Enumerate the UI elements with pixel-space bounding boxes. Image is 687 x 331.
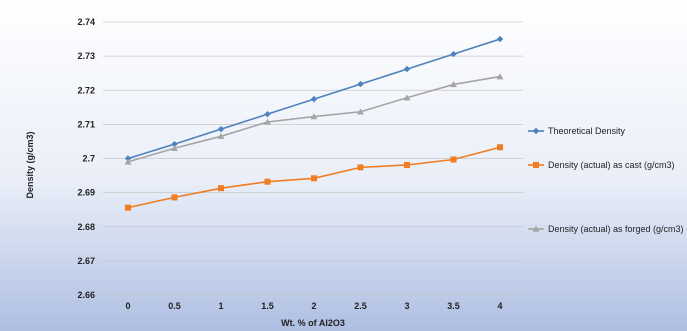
legend-item-1: Theoretical Density — [528, 126, 626, 136]
legend-marker-1 — [532, 127, 540, 135]
series-2-point-5 — [357, 164, 364, 171]
series-1-point-2 — [217, 125, 225, 133]
y-tick-label-2.7: 2.7 — [82, 154, 95, 164]
legend-label-3: Density (actual) as forged (g/cm3) — [548, 224, 684, 234]
series-1-point-7 — [450, 50, 457, 58]
series-2-point-1 — [171, 194, 178, 201]
legend-marker-2 — [533, 162, 539, 168]
legend-label-1: Theoretical Density — [548, 126, 626, 136]
y-tick-label-2.69: 2.69 — [77, 188, 95, 198]
series-3-point-1 — [171, 144, 178, 151]
x-tick-label-3: 3 — [404, 301, 409, 311]
gridlines — [103, 21, 523, 296]
x-tick-label-3.5: 3.5 — [447, 301, 460, 311]
series-3 — [124, 73, 504, 165]
x-tick-label-0.5: 0.5 — [168, 301, 181, 311]
series-2-point-8 — [497, 144, 503, 151]
series-1-point-4 — [310, 95, 318, 103]
legend: Theoretical Density Density (actual) as c… — [528, 126, 684, 234]
series-1-point-0 — [124, 155, 132, 162]
legend-item-2: Density (actual) as cast (g/cm3) — [528, 160, 675, 170]
series-1-point-3 — [264, 110, 271, 118]
series-1-point-5 — [357, 80, 364, 88]
series-1-point-6 — [403, 65, 411, 73]
x-tick-label-2: 2 — [311, 301, 316, 311]
series-3-point-4 — [310, 113, 318, 120]
x-tick-label-1.5: 1.5 — [261, 301, 274, 311]
x-tick-label-0: 0 — [125, 301, 130, 311]
series-2-point-3 — [264, 178, 271, 185]
legend-label-2: Density (actual) as cast (g/cm3) — [548, 160, 675, 170]
series-2-point-7 — [450, 156, 457, 163]
series-1-point-8 — [496, 35, 504, 43]
y-tick-label-2.66: 2.66 — [77, 290, 95, 300]
y-tick-label-2.67: 2.67 — [77, 256, 95, 266]
legend-marker-3 — [532, 225, 540, 232]
series-1 — [124, 35, 504, 162]
series-2-point-0 — [125, 204, 131, 211]
y-tick-label-2.74: 2.74 — [77, 17, 95, 27]
series-2-point-2 — [218, 185, 224, 192]
series-3-point-5 — [357, 108, 364, 115]
series-1-point-1 — [171, 140, 178, 148]
x-axis-title: Wt. % of Al2O3 — [281, 318, 345, 328]
axes: 2.66 2.67 2.68 2.69 2.7 2.71 2.72 2.73 2.74 0 0.5 1… — [77, 17, 502, 311]
legend-item-3: Density (actual) as forged (g/cm3) — [528, 224, 684, 234]
series-2 — [125, 144, 503, 211]
series-3-point-7 — [450, 81, 457, 88]
y-axis-title: Density (g/cm3) — [25, 131, 35, 198]
x-tick-label-4: 4 — [497, 301, 502, 311]
y-tick-label-2.68: 2.68 — [77, 222, 95, 232]
y-tick-label-2.73: 2.73 — [77, 51, 95, 61]
series-3-point-0 — [124, 158, 132, 165]
series-3-point-2 — [217, 132, 225, 140]
series-2-point-4 — [311, 175, 317, 182]
x-tick-label-1: 1 — [218, 301, 223, 311]
series-2-point-6 — [404, 161, 410, 168]
x-tick-label-2.5: 2.5 — [354, 301, 367, 311]
series-3-point-6 — [403, 94, 411, 101]
y-tick-label-2.71: 2.71 — [77, 119, 95, 129]
series-3-point-8 — [496, 73, 504, 80]
series — [124, 35, 504, 211]
series-3-point-3 — [264, 118, 271, 125]
y-tick-label-2.72: 2.72 — [77, 85, 95, 95]
